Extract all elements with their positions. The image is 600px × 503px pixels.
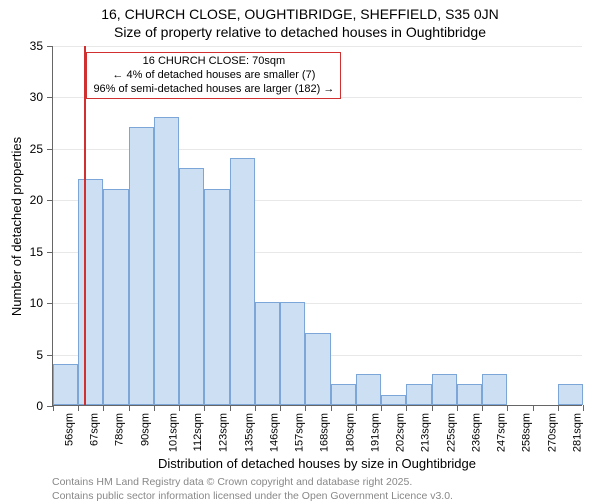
- x-tick-label: 168sqm: [319, 413, 331, 452]
- annotation-box: 16 CHURCH CLOSE: 70sqm ← 4% of detached …: [86, 52, 341, 99]
- y-tick: [47, 252, 53, 253]
- histogram-bar: [356, 374, 381, 405]
- attribution-footer: Contains HM Land Registry data © Crown c…: [52, 476, 582, 503]
- footer-line2: Contains public sector information licen…: [52, 490, 582, 503]
- x-tick: [533, 405, 534, 411]
- x-tick-label: 213sqm: [420, 413, 432, 452]
- x-tick-label: 281sqm: [571, 413, 583, 452]
- x-tick: [507, 405, 508, 411]
- x-tick-label: 202sqm: [395, 413, 407, 452]
- x-tick: [558, 405, 559, 411]
- histogram-bar: [53, 364, 78, 405]
- x-tick: [179, 405, 180, 411]
- histogram-bar: [204, 189, 229, 405]
- y-tick-label: 25: [30, 142, 43, 156]
- x-tick: [204, 405, 205, 411]
- x-tick: [583, 405, 584, 411]
- x-tick: [78, 405, 79, 411]
- footer-line1: Contains HM Land Registry data © Crown c…: [52, 476, 582, 490]
- y-tick-label: 5: [36, 348, 43, 362]
- annotation-line3: 96% of semi-detached houses are larger (…: [93, 83, 334, 97]
- size-distribution-chart: 16, CHURCH CLOSE, OUGHTIBRIDGE, SHEFFIEL…: [0, 0, 600, 500]
- x-tick-label: 157sqm: [294, 413, 306, 452]
- histogram-bar: [78, 179, 103, 405]
- y-tick-label: 20: [30, 193, 43, 207]
- x-tick-label: 90sqm: [139, 413, 151, 446]
- histogram-bar: [457, 384, 482, 405]
- histogram-bar: [558, 384, 583, 405]
- x-tick: [482, 405, 483, 411]
- x-tick: [154, 405, 155, 411]
- x-tick-label: 56sqm: [64, 413, 76, 446]
- y-tick: [47, 303, 53, 304]
- histogram-bar: [381, 395, 406, 405]
- histogram-bar: [103, 189, 128, 405]
- histogram-bar: [154, 117, 179, 405]
- histogram-bar: [280, 302, 305, 405]
- x-tick-label: 146sqm: [268, 413, 280, 452]
- y-tick: [47, 355, 53, 356]
- annotation-line1: 16 CHURCH CLOSE: 70sqm: [93, 55, 334, 69]
- histogram-bar: [129, 127, 154, 405]
- y-tick-label: 10: [30, 296, 43, 310]
- plot-area: 0510152025303556sqm67sqm78sqm90sqm101sqm…: [52, 46, 582, 406]
- x-tick-label: 101sqm: [168, 413, 180, 452]
- x-tick: [280, 405, 281, 411]
- y-tick: [47, 97, 53, 98]
- histogram-bar: [482, 374, 507, 405]
- histogram-bar: [179, 168, 204, 405]
- y-tick: [47, 149, 53, 150]
- y-tick-label: 35: [30, 39, 43, 53]
- x-tick: [432, 405, 433, 411]
- property-marker-line: [84, 46, 86, 405]
- x-tick-label: 78sqm: [114, 413, 126, 446]
- x-tick: [129, 405, 130, 411]
- chart-title-address: 16, CHURCH CLOSE, OUGHTIBRIDGE, SHEFFIEL…: [0, 6, 600, 22]
- y-tick-label: 30: [30, 90, 43, 104]
- x-tick: [406, 405, 407, 411]
- histogram-bar: [255, 302, 280, 405]
- x-tick: [381, 405, 382, 411]
- x-tick-label: 135sqm: [243, 413, 255, 452]
- histogram-bar: [406, 384, 431, 405]
- x-tick-label: 270sqm: [546, 413, 558, 452]
- y-tick-label: 0: [36, 399, 43, 413]
- x-tick-label: 191sqm: [369, 413, 381, 452]
- gridline: [53, 46, 582, 47]
- histogram-bar: [305, 333, 330, 405]
- annotation-line2: ← 4% of detached houses are smaller (7): [93, 69, 334, 83]
- x-tick: [255, 405, 256, 411]
- histogram-bar: [432, 374, 457, 405]
- x-tick-label: 112sqm: [192, 413, 204, 451]
- x-tick: [230, 405, 231, 411]
- x-tick: [103, 405, 104, 411]
- x-tick-label: 258sqm: [521, 413, 533, 452]
- x-tick-label: 225sqm: [445, 413, 457, 452]
- y-axis-title: Number of detached properties: [10, 46, 24, 406]
- histogram-bar: [331, 384, 356, 405]
- chart-title-description: Size of property relative to detached ho…: [0, 24, 600, 40]
- x-axis-title: Distribution of detached houses by size …: [52, 456, 582, 471]
- x-tick-label: 67sqm: [89, 413, 101, 446]
- x-tick-label: 236sqm: [470, 413, 482, 452]
- x-tick: [457, 405, 458, 411]
- y-tick: [47, 200, 53, 201]
- x-tick-label: 247sqm: [496, 413, 508, 452]
- y-tick: [47, 46, 53, 47]
- y-tick-label: 15: [30, 245, 43, 259]
- x-tick: [356, 405, 357, 411]
- x-tick: [305, 405, 306, 411]
- x-tick: [53, 405, 54, 411]
- x-tick-label: 123sqm: [218, 413, 230, 452]
- x-tick: [331, 405, 332, 411]
- histogram-bar: [230, 158, 255, 405]
- x-tick-label: 180sqm: [344, 413, 356, 452]
